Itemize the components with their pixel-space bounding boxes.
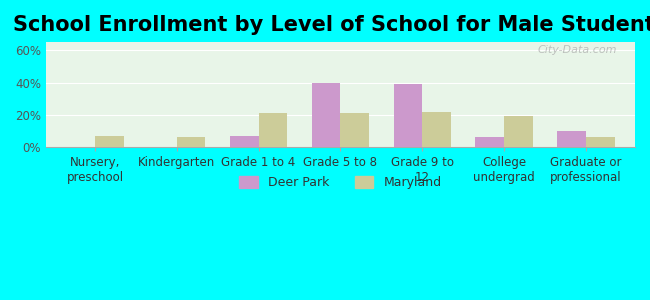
Bar xyxy=(95,136,124,147)
Title: School Enrollment by Level of School for Male Students: School Enrollment by Level of School for… xyxy=(13,15,650,35)
Text: City-Data.com: City-Data.com xyxy=(538,45,618,55)
Bar xyxy=(394,84,422,147)
Bar xyxy=(341,113,369,147)
Bar xyxy=(586,136,614,147)
Bar xyxy=(557,131,586,147)
Bar xyxy=(259,113,287,147)
Bar xyxy=(422,112,451,147)
Legend: Deer Park, Maryland: Deer Park, Maryland xyxy=(233,169,448,196)
Bar xyxy=(504,116,533,147)
Bar xyxy=(312,83,341,147)
Bar xyxy=(230,136,259,147)
Bar xyxy=(475,137,504,147)
Bar xyxy=(177,136,205,147)
